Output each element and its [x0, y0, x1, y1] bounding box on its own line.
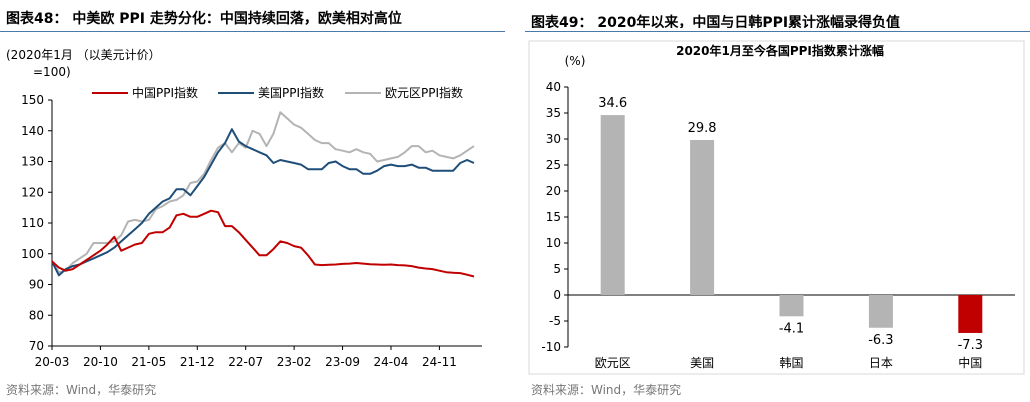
category-label: 美国: [690, 356, 714, 370]
y-tick-label: 35: [546, 106, 561, 120]
y-unit-line2: =100): [33, 65, 71, 79]
y-tick-label: 90: [29, 278, 44, 292]
y-tick-label: 80: [29, 308, 44, 322]
bar-value-label: -7.3: [958, 338, 983, 353]
y-tick-label: -5: [549, 314, 561, 328]
y-tick-label: 30: [546, 132, 561, 146]
x-tick-label: 21-12: [180, 355, 215, 369]
y-tick-label: 110: [21, 216, 44, 230]
y-tick-label: 5: [553, 262, 561, 276]
bar-2: [779, 295, 804, 317]
bar-1: [690, 140, 715, 295]
left-panel-title: 图表48： 中美欧 PPI 走势分化：中国持续回落，欧美相对高位: [6, 11, 402, 27]
x-tick-label: 20-03: [35, 355, 70, 369]
category-label: 欧元区: [595, 356, 631, 370]
series-line-0: [51, 209, 475, 278]
x-tick-label: 22-07: [228, 355, 263, 369]
category-label: 日本: [869, 356, 893, 370]
y-tick-label: 140: [21, 124, 44, 138]
y-tick-label: 25: [546, 158, 561, 172]
x-tick-label: 23-02: [277, 355, 312, 369]
y-tick-label: 150: [21, 93, 44, 107]
x-tick-label: 20-10: [83, 355, 118, 369]
bar-value-label: -6.3: [868, 333, 893, 348]
category-label: 韩国: [779, 355, 803, 370]
legend-label-1: 美国PPI指数: [258, 85, 324, 100]
y-tick-label: 130: [21, 155, 44, 169]
bar-0: [600, 115, 625, 295]
x-tick-label: 23-09: [325, 355, 360, 369]
right-title-rule: [525, 31, 1030, 32]
y-tick-label: 0: [553, 288, 561, 302]
bar-chart-frame: [528, 40, 1025, 375]
x-tick-label: 21-05: [131, 355, 166, 369]
y-tick-label: 15: [546, 210, 561, 224]
y-tick-label: -10: [541, 340, 561, 354]
y-tick-label: 120: [21, 185, 44, 199]
left-title-rule: [0, 31, 505, 32]
bar-value-label: -4.1: [779, 321, 804, 336]
legend-label-2: 欧元区PPI指数: [385, 85, 463, 100]
category-label: 中国: [958, 355, 982, 370]
y-tick-label: 40: [546, 80, 561, 94]
bar-chart-title: 2020年1月至今各国PPI指数累计涨幅: [676, 43, 884, 58]
bar-chart: 2020年1月至今各国PPI指数累计涨幅 (%) -10 -5 0 5 10 15 20 25…: [528, 40, 1025, 375]
right-source: 资料来源：Wind，华泰研究: [531, 383, 682, 397]
bar-value-label: 29.8: [688, 121, 717, 136]
bar-value-label: 34.6: [598, 96, 627, 111]
left-source: 资料来源：Wind，华泰研究: [6, 383, 157, 397]
y-tick-label: 20: [546, 184, 561, 198]
bar-4: [958, 295, 983, 333]
series-line-2: [51, 111, 475, 274]
right-panel-title: 图表49： 2020年以来，中国与日韩PPI累计涨幅录得负值: [531, 8, 1026, 28]
bar-3: [868, 295, 893, 328]
y-tick-label: 70: [29, 339, 44, 353]
legend-label-0: 中国PPI指数: [132, 85, 198, 100]
line-chart: (2020年1月 （以美元计价） =100) 70 80 90 100 110 120 13…: [6, 48, 482, 369]
series-line-1: [51, 128, 475, 277]
y-tick-label: 100: [21, 247, 44, 261]
y-tick-label: 10: [546, 236, 561, 250]
x-tick-label: 24-04: [374, 355, 409, 369]
y-unit-line1: (2020年1月 （以美元计价）: [6, 48, 161, 62]
y-axis-unit: (%): [565, 54, 586, 68]
chart-legend: 中国PPI指数 美国PPI指数 欧元区PPI指数: [92, 85, 463, 100]
right-panel-title-text: 图表49： 2020年以来，中国与日韩PPI累计涨幅录得负值: [531, 15, 901, 28]
x-tick-label: 24-11: [422, 355, 457, 369]
